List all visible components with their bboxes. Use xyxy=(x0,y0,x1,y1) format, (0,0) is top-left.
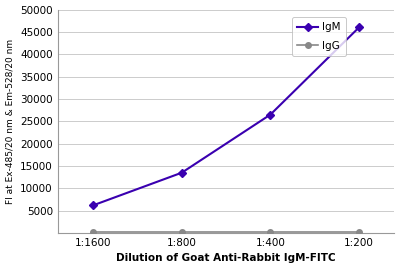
Line: IgM: IgM xyxy=(90,25,362,208)
IgM xyxy=(91,204,96,207)
IgG xyxy=(268,231,273,234)
IgG xyxy=(357,231,362,234)
IgM xyxy=(268,113,273,116)
IgG xyxy=(91,231,96,234)
Legend: IgM, IgG: IgM, IgG xyxy=(292,17,346,56)
IgM xyxy=(179,171,184,174)
X-axis label: Dilution of Goat Anti-Rabbit IgM-FITC: Dilution of Goat Anti-Rabbit IgM-FITC xyxy=(116,253,336,263)
Line: IgG: IgG xyxy=(90,229,362,235)
IgM xyxy=(357,26,362,29)
IgG xyxy=(179,231,184,234)
Y-axis label: FI at Ex-485/20 nm & Em-528/20 nm: FI at Ex-485/20 nm & Em-528/20 nm xyxy=(6,39,14,204)
